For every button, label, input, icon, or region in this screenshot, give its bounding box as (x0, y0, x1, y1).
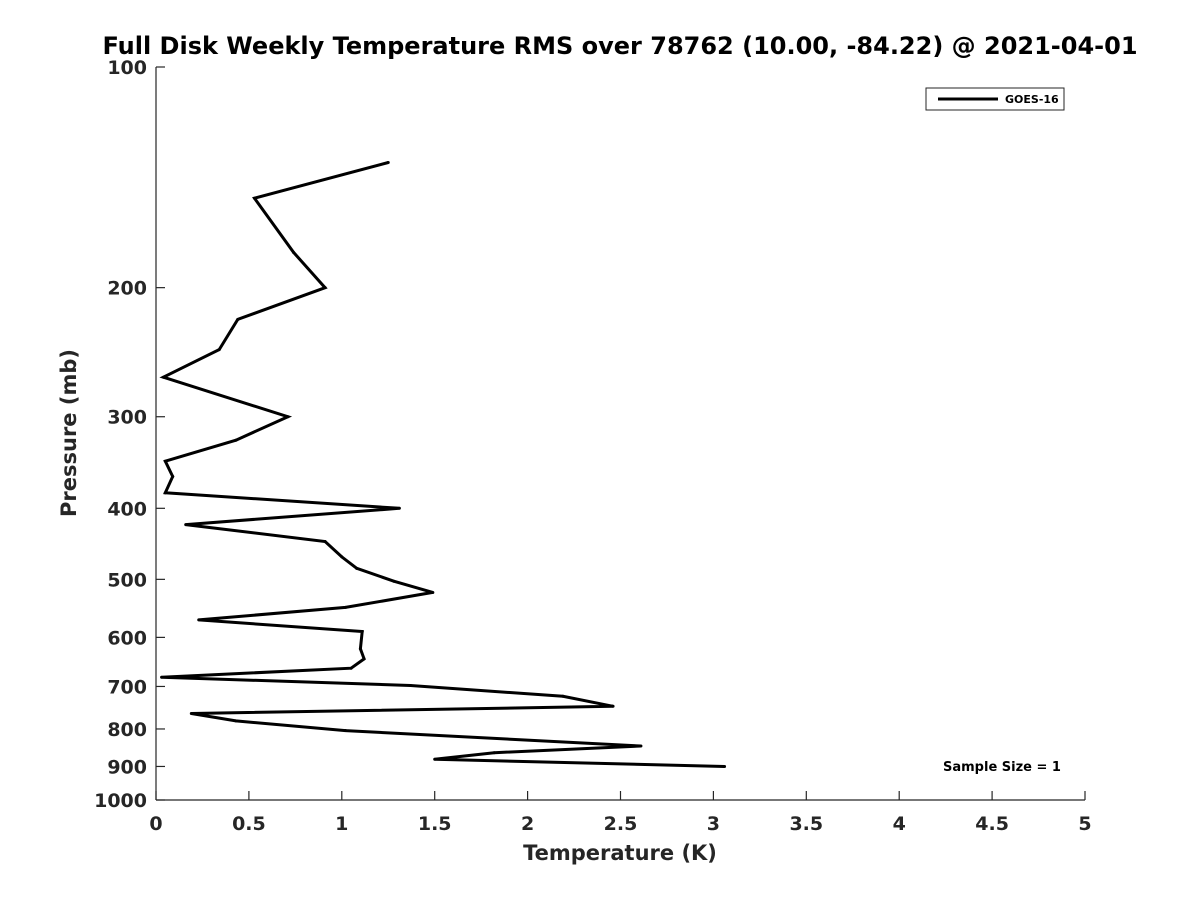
data-point (344, 605, 348, 609)
y-tick-label: 700 (107, 676, 147, 698)
y-tick-label: 200 (107, 278, 147, 300)
data-point (386, 161, 390, 165)
x-tick-label: 3.5 (789, 813, 823, 835)
data-point (163, 459, 167, 463)
y-axis-ticks: 100 200 300 400 500 600 700 800 900 1000 (94, 57, 165, 812)
data-point (197, 618, 201, 622)
data-point (362, 657, 366, 661)
y-tick-label: 900 (107, 756, 147, 778)
y-tick-label: 300 (107, 407, 147, 429)
x-tick-label: 0.5 (232, 813, 266, 835)
y-tick-label: 600 (107, 627, 147, 649)
data-point (189, 711, 193, 715)
x-tick-label: 4 (893, 813, 906, 835)
data-point (323, 286, 327, 290)
data-point (184, 523, 188, 527)
data-point (561, 694, 565, 698)
data-point (286, 415, 290, 419)
data-point (252, 196, 256, 200)
x-axis-label: Temperature (K) (523, 841, 717, 865)
data-point (349, 666, 353, 670)
plot-area (156, 67, 1085, 800)
x-tick-label: 0 (149, 813, 162, 835)
data-point (236, 317, 240, 321)
data-point (163, 491, 167, 495)
data-point (234, 719, 238, 723)
data-point (639, 744, 643, 748)
data-point (160, 675, 164, 679)
data-point (344, 729, 348, 733)
data-point (355, 566, 359, 570)
data-point (611, 704, 615, 708)
data-point (433, 757, 437, 761)
x-tick-label: 2.5 (604, 813, 638, 835)
y-axis-label: Pressure (mb) (57, 349, 81, 517)
data-point (431, 590, 435, 594)
data-point (358, 647, 362, 651)
x-axis-ticks: 0 0.5 1 1.5 2 2.5 3 3.5 4 4.5 5 (149, 791, 1092, 835)
data-point (409, 684, 413, 688)
y-tick-label: 400 (107, 498, 147, 520)
y-tick-label: 100 (107, 57, 147, 79)
data-point (291, 250, 295, 254)
sample-size-annotation: Sample Size = 1 (943, 760, 1061, 775)
data-point (392, 579, 396, 583)
x-tick-label: 5 (1078, 813, 1091, 835)
series-layer (159, 161, 727, 768)
data-point (217, 348, 221, 352)
x-tick-label: 3 (707, 813, 720, 835)
y-tick-label: 500 (107, 569, 147, 591)
data-point (323, 540, 327, 544)
x-tick-label: 4.5 (975, 813, 1009, 835)
data-point (161, 375, 165, 379)
series-line-goes-16 (159, 161, 725, 768)
legend-label-goes-16: GOES-16 (1005, 93, 1059, 106)
y-tick-label: 1000 (94, 790, 147, 812)
chart-title: Full Disk Weekly Temperature RMS over 78… (102, 32, 1137, 60)
x-tick-label: 1.5 (418, 813, 452, 835)
data-point (397, 506, 401, 510)
data-point (492, 751, 496, 755)
x-tick-label: 2 (521, 813, 534, 835)
legend: GOES-16 (925, 87, 1065, 111)
y-tick-label: 800 (107, 719, 147, 741)
data-point (171, 475, 175, 479)
data-point (360, 629, 364, 633)
data-point (723, 764, 727, 768)
data-point (234, 438, 238, 442)
x-tick-label: 1 (335, 813, 348, 835)
data-point (340, 555, 344, 559)
